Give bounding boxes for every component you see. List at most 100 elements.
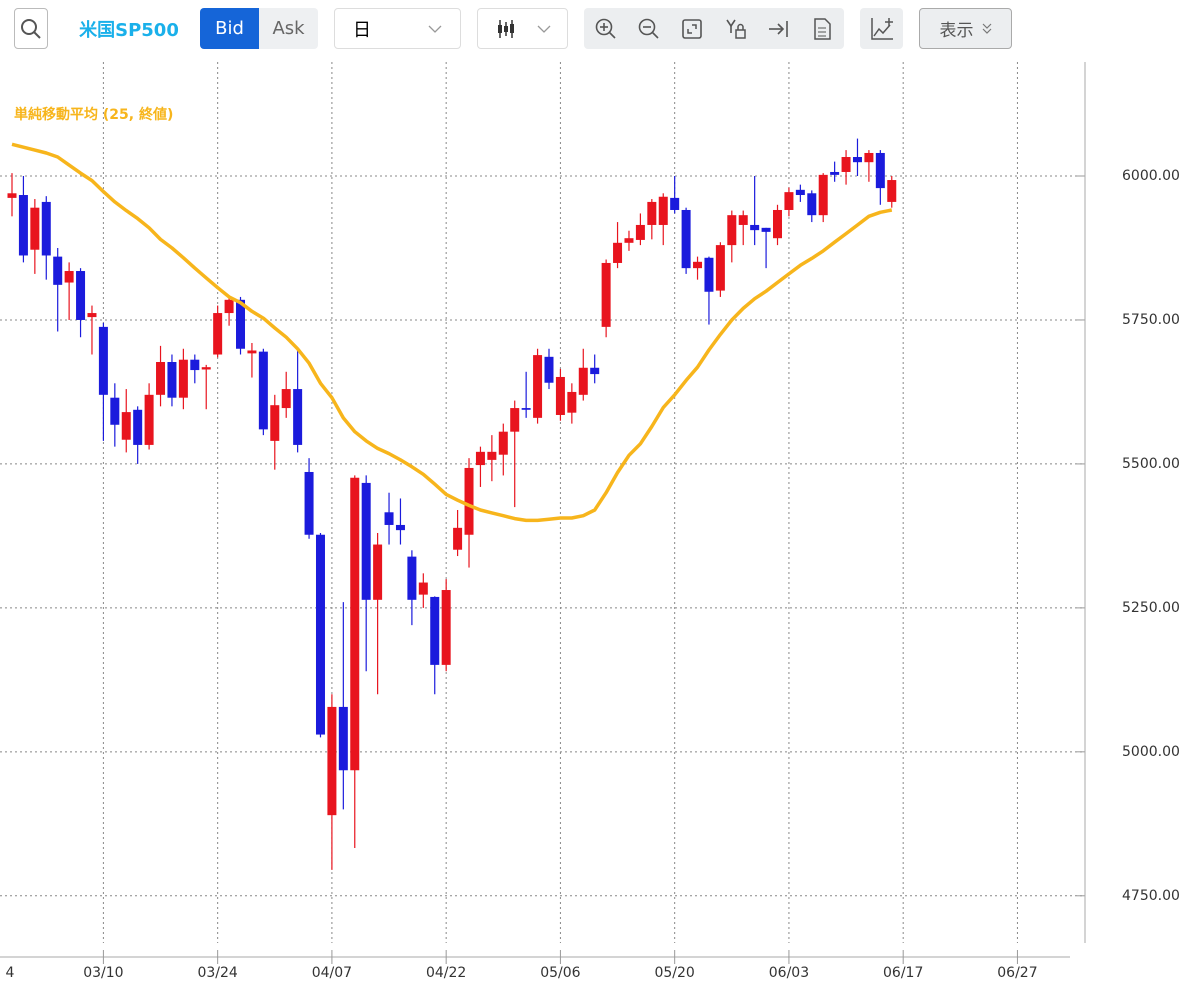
zoom-in-icon[interactable] <box>594 17 618 41</box>
candle-body <box>464 467 474 535</box>
candle-icon <box>497 19 514 38</box>
candle-body <box>544 356 554 383</box>
candle-body <box>784 192 794 210</box>
candle-body <box>578 367 588 395</box>
x-tick-label: 06/03 <box>769 965 809 981</box>
candle-body <box>224 299 234 314</box>
candle-body <box>818 174 828 216</box>
candle-body <box>441 590 451 665</box>
candle-body <box>601 262 611 327</box>
candle-body <box>533 355 543 418</box>
candle-body <box>567 391 577 413</box>
candle-body <box>693 261 703 269</box>
candle-body <box>852 157 862 163</box>
tool-group <box>584 8 844 49</box>
candle-body <box>384 512 394 525</box>
candle-body <box>213 313 223 355</box>
candle-body <box>350 477 360 771</box>
candle-body <box>178 359 188 398</box>
candle-body <box>18 195 28 256</box>
document-icon[interactable] <box>810 17 834 41</box>
candle-body <box>841 157 851 172</box>
candle-body <box>327 706 337 816</box>
candle-body <box>293 389 303 445</box>
chart: 単純移動平均 (25, 終値) 4750.00 5000.00 5250.00 550… <box>0 62 1180 981</box>
view-button[interactable]: 表示 <box>919 8 1012 49</box>
candle-body <box>201 367 211 370</box>
moving-average-line <box>11 142 893 523</box>
zoom-out-icon[interactable] <box>637 17 661 41</box>
x-tick-label: 04/22 <box>426 965 466 981</box>
candle-body <box>167 362 177 398</box>
search-icon <box>21 18 41 39</box>
candle-body <box>53 256 63 285</box>
candle-body <box>670 197 680 210</box>
candle-body <box>133 409 143 445</box>
candle-body <box>681 209 691 269</box>
candle-body <box>76 271 86 320</box>
y-tick-label: 5500.00 <box>1122 456 1180 472</box>
candle-body <box>555 376 565 415</box>
ask-button[interactable]: Ask <box>259 8 318 49</box>
candle-body <box>521 408 531 410</box>
scroll-end-icon[interactable] <box>767 17 791 41</box>
candle-body <box>7 193 17 198</box>
indicator-icon <box>870 17 893 40</box>
x-tick-label: 03/24 <box>197 965 237 981</box>
view-label: 表示 <box>939 21 974 41</box>
candle-body <box>304 471 314 535</box>
candle-body <box>704 257 714 292</box>
candle-body <box>807 193 817 216</box>
chevron-icon <box>982 23 991 34</box>
candle-body <box>590 367 600 375</box>
candle-body <box>395 524 405 531</box>
candle-body <box>190 359 200 371</box>
indicator-button[interactable] <box>860 8 903 49</box>
x-tick-label: 05/20 <box>654 965 694 981</box>
candle-body <box>773 209 783 239</box>
candle-body <box>281 389 291 409</box>
y-tick-label: 5000.00 <box>1122 744 1180 760</box>
period-label: 日 <box>353 19 371 41</box>
chart-type-select[interactable] <box>477 8 568 49</box>
fit-icon[interactable] <box>680 17 704 41</box>
candle-body <box>761 227 771 232</box>
bid-button[interactable]: Bid <box>200 8 259 49</box>
period-select[interactable]: 日 <box>334 8 461 49</box>
x-tick-label: 4 <box>6 965 15 981</box>
candle-body <box>110 397 120 425</box>
candle-body <box>87 313 97 318</box>
candle-body <box>258 351 268 430</box>
candle-body <box>727 215 737 246</box>
indicator-legend: 単純移動平均 (25, 終値) <box>14 106 173 123</box>
x-tick-label: 06/27 <box>997 965 1037 981</box>
y-lock-icon[interactable] <box>724 17 748 41</box>
candle-body <box>430 596 440 665</box>
candle-body <box>453 527 463 550</box>
candle-body <box>498 431 508 455</box>
candle-body <box>635 224 645 240</box>
candle-body <box>487 451 497 460</box>
candle-body <box>407 556 417 600</box>
dropdown-arrow <box>537 25 550 33</box>
candle-body <box>475 451 485 466</box>
symbol-name[interactable]: 米国SP500 <box>79 19 179 41</box>
candle-body <box>236 299 246 349</box>
candle-body <box>315 534 325 735</box>
candle-body <box>270 405 280 441</box>
candle-body <box>121 412 131 440</box>
candle-body <box>41 201 51 256</box>
candle-body <box>830 171 840 175</box>
candle-body <box>613 242 623 263</box>
candle-body <box>247 350 257 354</box>
candle-body <box>144 394 154 445</box>
candle-body <box>738 215 748 225</box>
candle-body <box>875 152 885 189</box>
candle-body <box>418 582 428 595</box>
search-button[interactable] <box>14 8 48 49</box>
candle-body <box>887 180 897 202</box>
candle-body <box>156 362 166 395</box>
x-tick-label: 03/10 <box>83 965 123 981</box>
candle-body <box>750 224 760 231</box>
x-tick-label: 05/06 <box>540 965 580 981</box>
